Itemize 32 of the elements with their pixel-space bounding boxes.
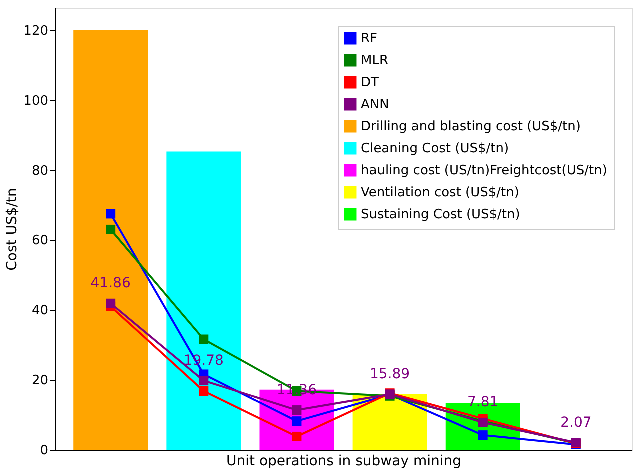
- y-tick-label: 120: [24, 24, 48, 39]
- point: [292, 432, 302, 442]
- point: [106, 209, 116, 219]
- data-label: 41.86: [90, 276, 131, 292]
- point: [199, 376, 209, 386]
- data-label: 2.07: [560, 414, 592, 431]
- y-tick-label: 80: [32, 164, 48, 179]
- legend-label: DT: [361, 76, 380, 90]
- data-label: 15.89: [370, 366, 410, 382]
- x-axis-title: Unit operations in subway mining: [226, 454, 462, 470]
- legend-label: Drilling and blasting cost (US$/tn): [361, 120, 581, 134]
- point: [106, 224, 116, 234]
- legend-label: ANN: [361, 98, 390, 112]
- data-label: 11.36: [276, 382, 318, 398]
- point: [106, 298, 116, 308]
- y-tick-label: 40: [32, 304, 48, 319]
- point: [199, 386, 209, 396]
- point: [292, 406, 302, 416]
- y-tick-label: 60: [32, 234, 48, 249]
- legend-label: Ventilation cost (US$/tn): [361, 186, 520, 200]
- y-tick-label: 100: [24, 94, 48, 109]
- point: [292, 416, 302, 426]
- y-axis-title: Cost US$/tn: [4, 188, 21, 271]
- point: [199, 334, 209, 344]
- legend-label: RF: [361, 32, 378, 46]
- y-tick-label: 20: [32, 374, 48, 389]
- point: [478, 430, 488, 440]
- legend-label: Cleaning Cost (US$/tn): [361, 142, 510, 156]
- legend-label: hauling cost (US/tn)Freightcost(US/tn): [361, 164, 608, 178]
- legend-label: Sustaining Cost (US$/tn): [361, 208, 520, 222]
- legend-label: MLR: [361, 54, 388, 68]
- y-tick-label: 0: [40, 444, 48, 458]
